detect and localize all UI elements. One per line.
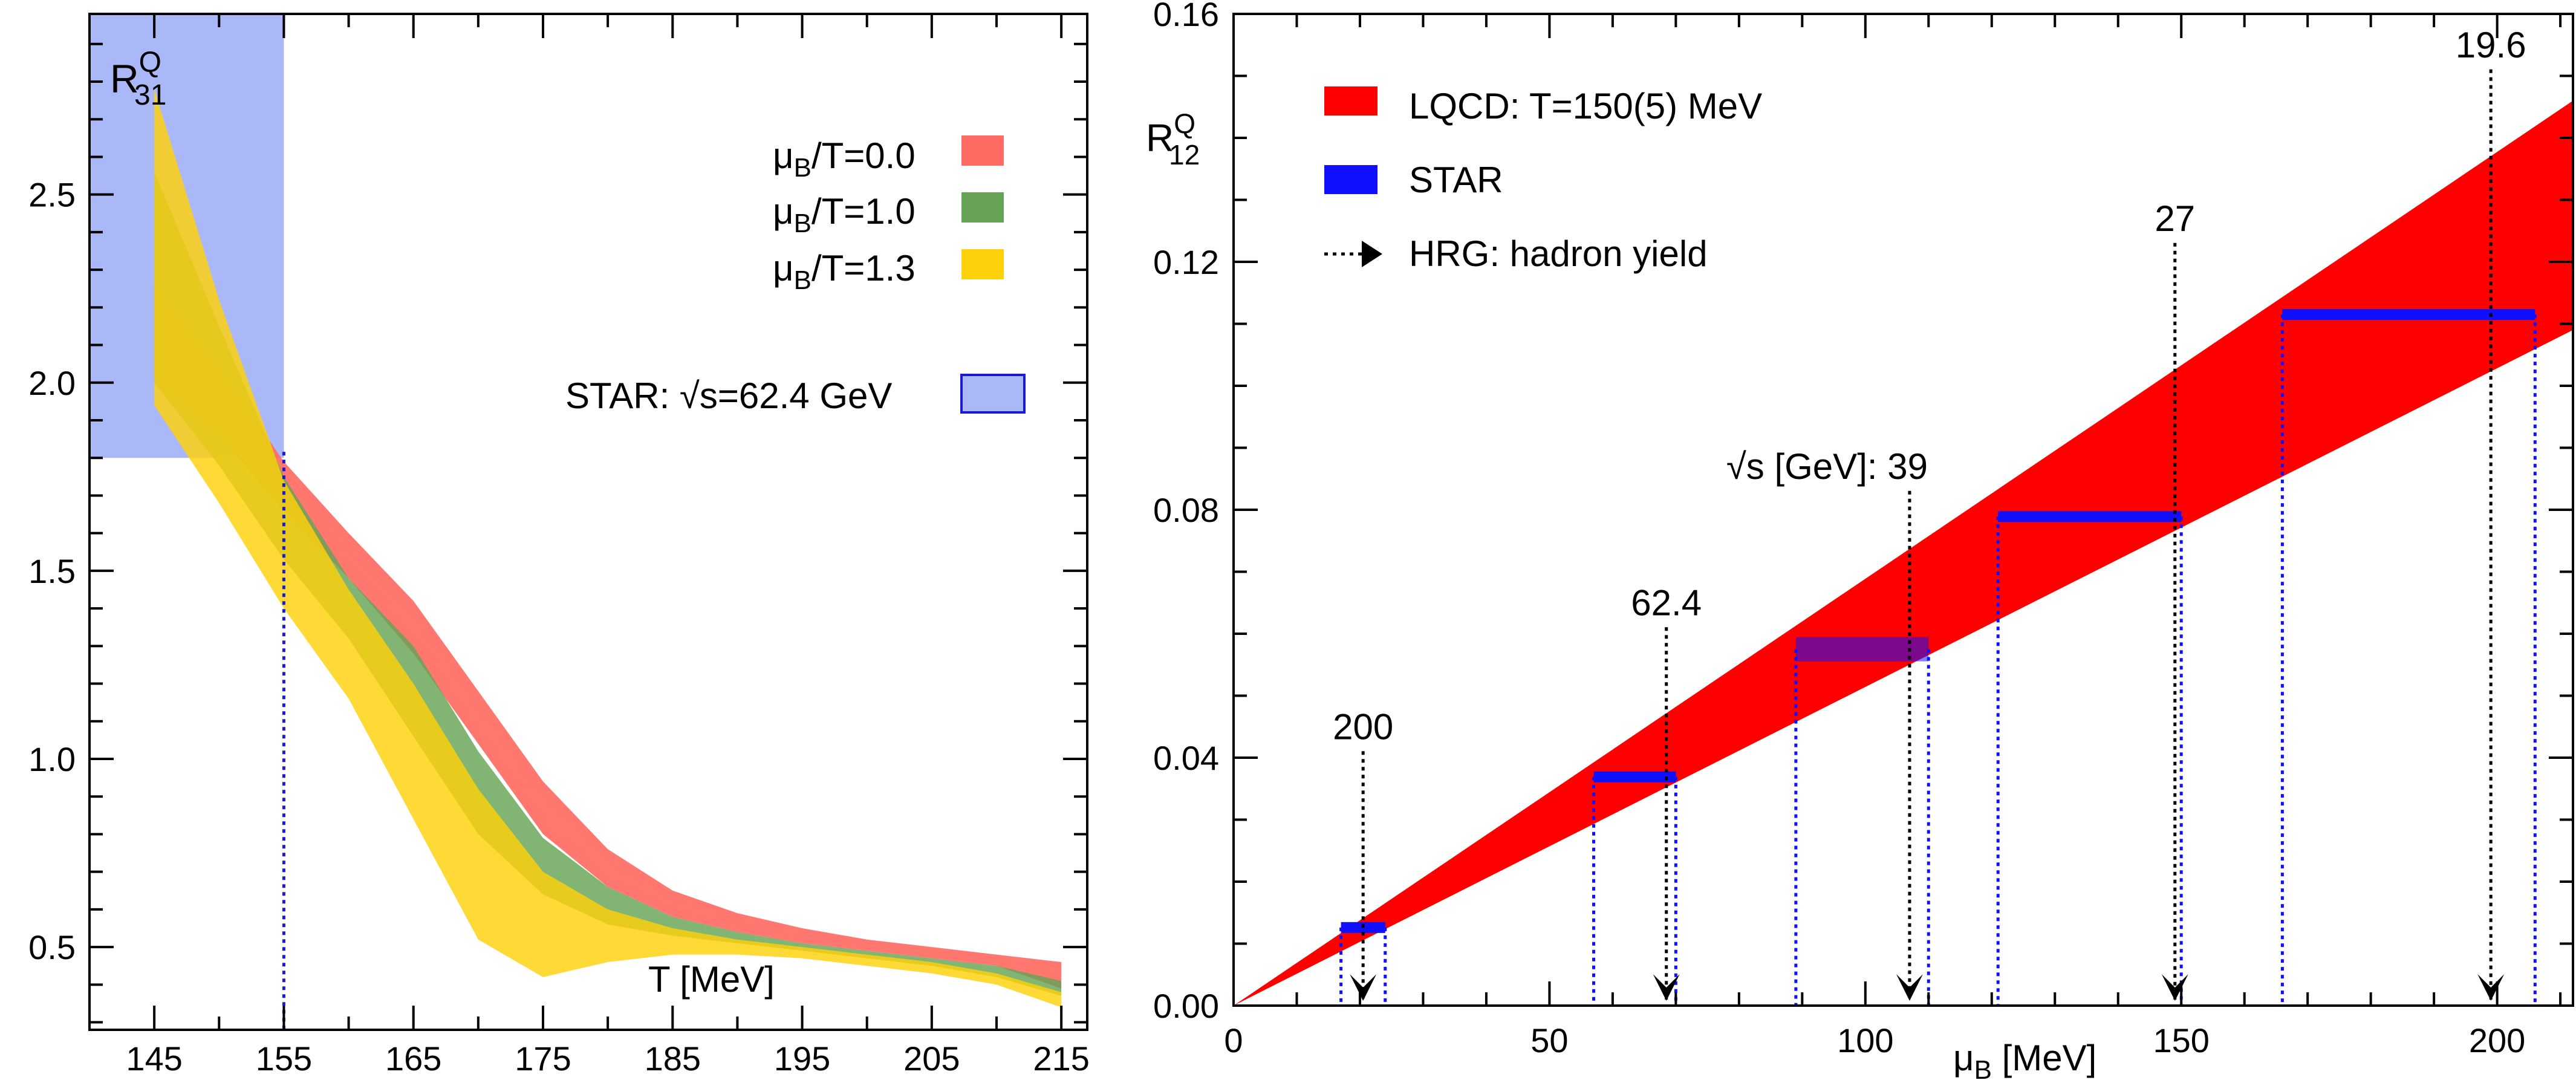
lqcd-band-area bbox=[1234, 100, 2573, 1006]
hrg-marker-label: 27 bbox=[2155, 198, 2195, 239]
right-y-tick-label: 0.12 bbox=[1153, 243, 1219, 281]
left-x-tick-label: 155 bbox=[256, 1039, 312, 1078]
left-y-axis-label: RQ 31 bbox=[110, 47, 166, 111]
left-bands bbox=[154, 89, 1062, 1007]
left-y-tick-label: 2.5 bbox=[28, 176, 76, 214]
right-y-tick-label: 0.04 bbox=[1153, 739, 1219, 777]
left-x-tick-label: 175 bbox=[515, 1039, 571, 1078]
right-y-tick-label: 0.16 bbox=[1153, 0, 1219, 33]
lqcd-band bbox=[1234, 100, 2573, 1006]
legend-swatch-lqcd bbox=[1324, 86, 1377, 115]
legend-label-star-right: STAR bbox=[1409, 160, 1503, 200]
legend-entry-hrg: HRG: hadron yield bbox=[1324, 233, 1708, 274]
legend-entry-lqcd: LQCD: T=150(5) MeV bbox=[1324, 86, 1762, 126]
left-legend: μB/T=0.0 μB/T=1.0 μB/T=1.3 STAR: √s=62.4… bbox=[565, 135, 1026, 416]
legend-swatch-mub-0 bbox=[961, 135, 1004, 166]
right-y-tick-label: 0.00 bbox=[1153, 987, 1219, 1025]
legend-swatch-star-left bbox=[960, 374, 1026, 414]
left-y-tick-label: 1.5 bbox=[28, 552, 76, 590]
hrg-marker-arrow bbox=[2477, 974, 2505, 1001]
hrg-marker-arrow bbox=[1896, 974, 1923, 1001]
star-point-bar bbox=[1795, 637, 1929, 662]
legend-swatch-mub-2 bbox=[961, 249, 1004, 279]
star-point-bar bbox=[1593, 771, 1676, 782]
legend-label-hrg: HRG: hadron yield bbox=[1409, 233, 1708, 274]
star-point-bar bbox=[1998, 511, 2182, 522]
right-x-tick-label: 150 bbox=[2153, 1021, 2209, 1059]
legend-entry-mub-1: μB/T=1.0 bbox=[773, 191, 1004, 238]
right-x-tick-label: 100 bbox=[1837, 1021, 1893, 1059]
legend-label-lqcd: LQCD: T=150(5) MeV bbox=[1409, 86, 1762, 126]
legend-label-mub-0: μB/T=0.0 bbox=[773, 135, 916, 183]
right-y-tick-label: 0.08 bbox=[1153, 491, 1219, 529]
left-x-tick-label: 165 bbox=[385, 1039, 441, 1078]
right-x-tick-label: 0 bbox=[1224, 1021, 1243, 1059]
hrg-marker-label: 62.4 bbox=[1631, 582, 1702, 623]
left-plot-frame bbox=[88, 13, 1088, 1031]
legend-arrow-hrg bbox=[1362, 241, 1382, 267]
left-x-tick-label: 145 bbox=[126, 1039, 182, 1078]
hrg-markers: 200 62.4 √s [GeV]: 39 27 19.6 bbox=[1333, 25, 2526, 1001]
legend-label-star-left: STAR: √s=62.4 GeV bbox=[565, 376, 892, 416]
legend-label-mub-1: μB/T=1.0 bbox=[773, 191, 916, 238]
left-x-tick-label: 195 bbox=[774, 1039, 830, 1078]
left-x-axis-label: T [MeV] bbox=[648, 959, 775, 1000]
legend-swatch-mub-1 bbox=[961, 192, 1004, 223]
left-y-tick-label: 2.0 bbox=[28, 364, 76, 402]
right-x-axis-label: μB [MeV] bbox=[1953, 1038, 2096, 1080]
legend-entry-star-left: STAR: √s=62.4 GeV bbox=[565, 374, 1026, 416]
right-x-tick-label: 50 bbox=[1530, 1021, 1568, 1059]
hrg-marker-arrow bbox=[1653, 974, 1680, 1001]
right-ticks: 0 50 100 150 200 0.00 0.04 0.08 0.12 0.16 bbox=[1153, 0, 2573, 1059]
right-x-tick-label: 200 bbox=[2469, 1021, 2525, 1059]
left-panel: 145 155 165 175 185 195 205 2150.51.01.52.02.5 … bbox=[28, 13, 1090, 1078]
legend-label-mub-2: μB/T=1.3 bbox=[773, 248, 916, 295]
right-legend: LQCD: T=150(5) MeV STAR HRG: hadron yiel… bbox=[1324, 86, 1762, 274]
legend-entry-mub-0: μB/T=0.0 bbox=[773, 135, 1004, 183]
legend-entry-mub-2: μB/T=1.3 bbox=[773, 248, 1004, 295]
left-x-tick-label: 185 bbox=[645, 1039, 701, 1078]
left-y-tick-label: 0.5 bbox=[28, 928, 76, 966]
left-y-tick-label: 1.0 bbox=[28, 740, 76, 778]
right-y-axis-label: RQ 12 bbox=[1146, 108, 1200, 171]
hrg-marker-label: √s [GeV]: 39 bbox=[1726, 446, 1928, 487]
star-point-bar bbox=[2282, 309, 2535, 320]
hrg-marker-label: 19.6 bbox=[2456, 25, 2526, 65]
legend-entry-star-right: STAR bbox=[1324, 160, 1503, 200]
star-points bbox=[1339, 309, 2537, 1006]
hrg-marker-arrow bbox=[1350, 974, 1377, 1001]
hrg-marker-arrow bbox=[2161, 974, 2188, 1001]
legend-swatch-star-right bbox=[1324, 165, 1377, 194]
right-panel: 200 62.4 √s [GeV]: 39 27 19.6 0 50 100 150 200 0.… bbox=[1146, 0, 2574, 1080]
hrg-marker-label: 200 bbox=[1333, 706, 1393, 747]
left-ticks: 145 155 165 175 185 195 205 215 0.5 1.0 1.5 2.0 2.5 bbox=[28, 14, 1090, 1078]
left-x-tick-label: 215 bbox=[1033, 1039, 1089, 1078]
left-x-tick-label: 205 bbox=[903, 1039, 960, 1078]
